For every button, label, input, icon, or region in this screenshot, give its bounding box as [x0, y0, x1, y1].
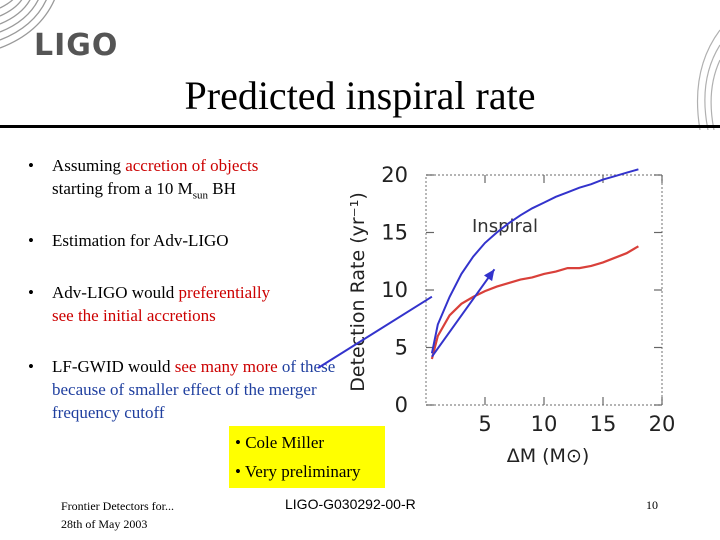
plot-frame — [425, 174, 663, 406]
x-tick-label: 20 — [649, 412, 676, 436]
overlay-curve — [430, 168, 639, 354]
bullet-accretion: • Assuming accretion of objects starting… — [28, 154, 358, 207]
bullet-subscript: sun — [192, 189, 208, 202]
bullet-advligo: • Adv-LIGO would preferentially see the … — [28, 281, 358, 327]
y-tick-label: 20 — [381, 163, 408, 187]
yellow-note: • Cole Miller • Very preliminary — [229, 426, 385, 488]
bullet-dot: • — [28, 283, 34, 302]
bullet-highlight: accretion of objects — [125, 156, 259, 175]
logo-arcs-icon — [0, 0, 55, 49]
note-line: • Very preliminary — [235, 462, 361, 481]
bullet-text: Estimation for Adv-LIGO — [52, 231, 229, 250]
x-tick-label: 15 — [590, 412, 617, 436]
x-tick-label: 5 — [478, 412, 491, 436]
footer-date: 28th of May 2003 — [61, 517, 148, 531]
y-tick-label: 15 — [381, 221, 408, 245]
bullet-dot: • — [28, 156, 34, 175]
bullet-text: Adv-LIGO would — [52, 283, 179, 302]
footer-document-id: LIGO-G030292-00-R — [285, 496, 416, 512]
overlay-arrowhead-icon — [483, 269, 495, 282]
bullet-dot: • — [28, 231, 34, 250]
bullet-text: BH — [207, 179, 236, 198]
slide-title: Predicted inspiral rate — [184, 73, 536, 118]
bullet-estimation: • Estimation for Adv-LIGO — [28, 229, 358, 252]
bullet-highlight: preferentially — [178, 283, 271, 302]
y-tick-label: 5 — [395, 336, 408, 360]
bullet-highlight: see the initial accretions — [52, 306, 216, 325]
title-divider — [0, 125, 720, 128]
corner-arcs-icon — [696, 29, 720, 130]
page-number: 10 — [646, 498, 658, 512]
bullet-text: LF-GWID would — [52, 357, 175, 376]
chart-ylabel: Detection Rate (yr⁻¹) — [347, 192, 369, 391]
chart-xlabel: ΔM (M⊙) — [507, 445, 590, 467]
inspiral-series-line — [430, 245, 639, 360]
overlay-connector-line — [317, 295, 433, 369]
bullet-blue-text: of these because of smaller effect of th… — [52, 357, 336, 422]
y-tick-label: 0 — [395, 393, 408, 417]
bullet-text: Assuming — [52, 156, 126, 175]
bullet-lfgwid: • LF-GWID would see many more of these b… — [28, 355, 348, 424]
ligo-logo: LIGO — [0, 0, 140, 80]
footer-left: Frontier Detectors for... 28th of May 20… — [61, 497, 174, 533]
bullet-text: starting from a 10 M — [52, 179, 193, 198]
bullet-highlight: see many more — [174, 357, 278, 376]
overlay-arrow-line — [431, 268, 496, 358]
logo-text: LIGO — [34, 28, 119, 63]
bullet-dot: • — [28, 357, 34, 376]
x-tick-label: 10 — [531, 412, 558, 436]
y-tick-label: 10 — [381, 278, 408, 302]
note-line: • Cole Miller — [235, 433, 325, 452]
footer-event: Frontier Detectors for... — [61, 499, 174, 513]
